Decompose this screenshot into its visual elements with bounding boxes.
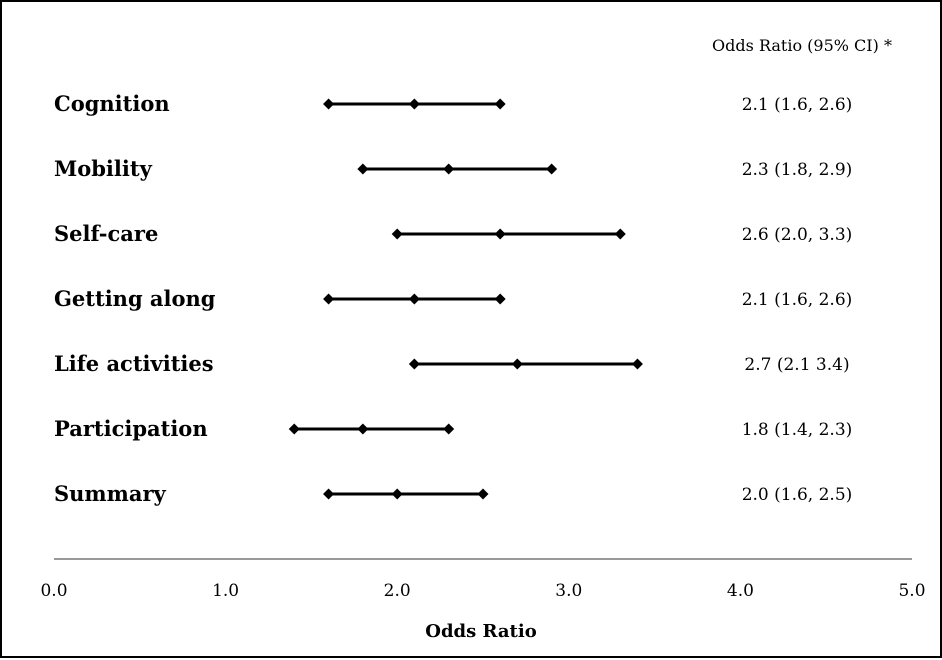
forest-row: Getting along 2.1 (1.6, 2.6) <box>54 286 852 311</box>
ci-upper-marker <box>443 423 455 435</box>
forest-row: Participation 1.8 (1.4, 2.3) <box>54 416 852 441</box>
ci-value: 2.0 (1.6, 2.5) <box>742 485 853 505</box>
x-axis-ticks: 0.0 1.0 2.0 3.0 4.0 5.0 <box>40 581 925 601</box>
ci-value: 2.6 (2.0, 3.3) <box>742 225 853 245</box>
forest-row: Self-care 2.6 (2.0, 3.3) <box>54 221 852 246</box>
ci-lower-marker <box>357 163 369 175</box>
forest-row: Cognition 2.1 (1.6, 2.6) <box>54 91 852 116</box>
forest-row: Summary 2.0 (1.6, 2.5) <box>54 481 852 506</box>
row-label: Getting along <box>54 286 216 311</box>
x-tick-label: 0.0 <box>40 581 67 601</box>
estimate-marker <box>494 228 506 240</box>
row-label: Mobility <box>54 156 153 181</box>
estimate-marker <box>408 98 420 110</box>
ci-upper-marker <box>546 163 558 175</box>
row-label: Cognition <box>54 91 170 116</box>
estimate-marker <box>391 488 403 500</box>
forest-row: Life activities 2.7 (2.1 3.4) <box>54 351 850 376</box>
ci-lower-marker <box>408 358 420 370</box>
ci-upper-marker <box>477 488 489 500</box>
ci-lower-marker <box>391 228 403 240</box>
ci-upper-marker <box>631 358 643 370</box>
x-tick-label: 3.0 <box>555 581 582 601</box>
ci-lower-marker <box>323 293 335 305</box>
ci-upper-marker <box>614 228 626 240</box>
row-label: Self-care <box>54 221 158 246</box>
x-tick-label: 5.0 <box>898 581 925 601</box>
row-label: Participation <box>54 416 208 441</box>
ci-value: 1.8 (1.4, 2.3) <box>742 420 853 440</box>
row-label: Summary <box>54 481 167 506</box>
x-tick-label: 2.0 <box>384 581 411 601</box>
x-axis-title: Odds Ratio <box>425 621 536 642</box>
ci-upper-marker <box>494 98 506 110</box>
forest-rows: Cognition 2.1 (1.6, 2.6) Mobility 2.3 (1.8,… <box>54 91 852 506</box>
ci-value: 2.1 (1.6, 2.6) <box>742 290 853 310</box>
ci-upper-marker <box>494 293 506 305</box>
estimate-marker <box>443 163 455 175</box>
estimate-marker <box>408 293 420 305</box>
x-tick-label: 1.0 <box>212 581 239 601</box>
ci-value: 2.3 (1.8, 2.9) <box>742 160 853 180</box>
estimate-marker <box>511 358 523 370</box>
ci-value: 2.7 (2.1 3.4) <box>744 355 849 375</box>
ci-value: 2.1 (1.6, 2.6) <box>742 95 853 115</box>
estimate-marker <box>357 423 369 435</box>
ci-lower-marker <box>288 423 300 435</box>
ci-lower-marker <box>323 98 335 110</box>
forest-row: Mobility 2.3 (1.8, 2.9) <box>54 156 852 181</box>
row-label: Life activities <box>54 351 214 376</box>
x-tick-label: 4.0 <box>727 581 754 601</box>
ci-column-header: Odds Ratio (95% CI) * <box>712 36 892 55</box>
ci-lower-marker <box>323 488 335 500</box>
